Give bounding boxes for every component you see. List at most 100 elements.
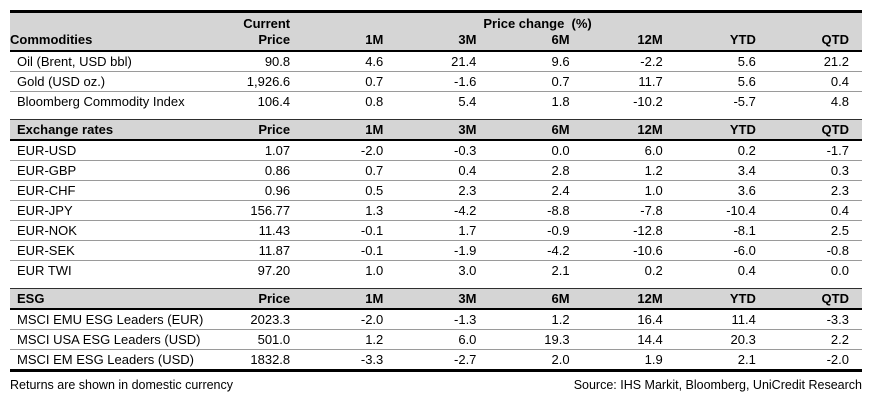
cell-value: 0.96 xyxy=(210,180,304,201)
column-header-3m: 3M xyxy=(396,119,490,141)
column-header-12m: 12M xyxy=(582,119,676,141)
column-header-12m: 12M xyxy=(582,288,676,310)
cell-value: 1.0 xyxy=(303,260,397,280)
header-spacer xyxy=(10,11,210,31)
table-row: Gold (USD oz.) 1,926.6 0.7 -1.6 0.7 11.7 5.6 0.… xyxy=(10,71,862,92)
esg-table: ESG Price 1M 3M 6M 12M YTD QTD MSCI EMU … xyxy=(10,288,862,372)
column-header-12m: 12M xyxy=(582,31,676,52)
row-label: EUR-SEK xyxy=(10,240,210,261)
cell-value: 0.4 xyxy=(768,71,862,92)
table-footer: Returns are shown in domestic currency S… xyxy=(10,378,862,392)
column-header-3m: 3M xyxy=(396,288,490,310)
cell-value: -2.2 xyxy=(582,51,676,72)
cell-value: 0.5 xyxy=(303,180,397,201)
cell-value: -0.8 xyxy=(768,240,862,261)
column-header-qtd: QTD xyxy=(768,288,862,310)
price-change-report: Current Price change (%) Commodities Pri… xyxy=(10,10,862,392)
cell-value: 1.07 xyxy=(210,140,304,161)
cell-value: 6.0 xyxy=(582,140,676,161)
column-header-1m: 1M xyxy=(303,288,397,310)
cell-value: 1832.8 xyxy=(210,349,304,371)
cell-value: -7.8 xyxy=(582,200,676,221)
cell-value: -4.2 xyxy=(489,240,583,261)
cell-value: 1.9 xyxy=(582,349,676,371)
cell-value: -10.4 xyxy=(675,200,769,221)
cell-value: 0.0 xyxy=(489,140,583,161)
column-header-price: Price xyxy=(210,288,304,310)
cell-value: -3.3 xyxy=(768,309,862,330)
table-row: MSCI EMU ESG Leaders (EUR) 2023.3 -2.0 -1.3… xyxy=(10,309,862,330)
cell-value: -1.9 xyxy=(396,240,490,261)
cell-value: 0.3 xyxy=(768,160,862,181)
row-label: EUR-GBP xyxy=(10,160,210,181)
cell-value: 0.4 xyxy=(768,200,862,221)
cell-value: 2.5 xyxy=(768,220,862,241)
column-header-price: Price xyxy=(210,119,304,141)
cell-value: 1.2 xyxy=(489,309,583,330)
footnote: Returns are shown in domestic currency xyxy=(10,378,234,392)
cell-value: 156.77 xyxy=(210,200,304,221)
table-row: EUR-USD 1.07 -2.0 -0.3 0.0 6.0 0.2 -1.7 xyxy=(10,140,862,161)
table-row: Bloomberg Commodity Index 106.4 0.8 5.4 1.8-… xyxy=(10,91,862,111)
section-title-exchange-rates: Exchange rates xyxy=(10,119,210,141)
row-label: Bloomberg Commodity Index xyxy=(10,91,210,111)
cell-value: 0.7 xyxy=(303,71,397,92)
cell-value: 0.8 xyxy=(303,91,397,111)
cell-value: 2.0 xyxy=(489,349,583,371)
cell-value: 2.4 xyxy=(489,180,583,201)
cell-value: -0.1 xyxy=(303,220,397,241)
cell-value: 97.20 xyxy=(210,260,304,280)
cell-value: -0.3 xyxy=(396,140,490,161)
column-header-1m: 1M xyxy=(303,31,397,52)
cell-value: 19.3 xyxy=(489,329,583,350)
section-title-commodities: Commodities xyxy=(10,31,210,52)
cell-value: -2.0 xyxy=(303,140,397,161)
cell-value: 0.2 xyxy=(675,140,769,161)
cell-value: 11.4 xyxy=(675,309,769,330)
cell-value: 0.2 xyxy=(582,260,676,280)
table-row: MSCI EM ESG Leaders (USD) 1832.8 -3.3 -2.7 2… xyxy=(10,349,862,371)
section-title-esg: ESG xyxy=(10,288,210,310)
row-label: EUR-CHF xyxy=(10,180,210,201)
cell-value: -12.8 xyxy=(582,220,676,241)
cell-value: 1.2 xyxy=(582,160,676,181)
cell-value: 0.0 xyxy=(768,260,862,280)
cell-value: 2.2 xyxy=(768,329,862,350)
column-header-ytd: YTD xyxy=(675,119,769,141)
row-label: EUR-USD xyxy=(10,140,210,161)
cell-value: -10.6 xyxy=(582,240,676,261)
table-row: EUR-SEK 11.87 -0.1 -1.9 -4.2 -10.6 -6.0 -0.8 xyxy=(10,240,862,261)
cell-value: 501.0 xyxy=(210,329,304,350)
column-header-6m: 6M xyxy=(489,288,583,310)
column-header-1m: 1M xyxy=(303,119,397,141)
column-header-ytd: YTD xyxy=(675,288,769,310)
cell-value: 0.4 xyxy=(396,160,490,181)
cell-value: -10.2 xyxy=(582,91,676,111)
column-header-row: Exchange rates Price 1M 3M 6M 12M YTD QT… xyxy=(10,119,862,141)
cell-value: 3.4 xyxy=(675,160,769,181)
cell-value: 5.6 xyxy=(675,51,769,72)
cell-value: 1,926.6 xyxy=(210,71,304,92)
table-row: EUR-CHF 0.96 0.5 2.3 2.4 1.0 3.6 2.3 xyxy=(10,180,862,201)
row-label: Gold (USD oz.) xyxy=(10,71,210,92)
column-header-qtd: QTD xyxy=(768,119,862,141)
cell-value: 2023.3 xyxy=(210,309,304,330)
row-label: EUR-JPY xyxy=(10,200,210,221)
cell-value: -1.6 xyxy=(396,71,490,92)
row-label: EUR-NOK xyxy=(10,220,210,241)
cell-value: 5.4 xyxy=(396,91,490,111)
cell-value: 0.4 xyxy=(675,260,769,280)
row-label: MSCI EM ESG Leaders (USD) xyxy=(10,349,210,371)
table-row: EUR-JPY 156.77 1.3 -4.2 -8.8 -7.8 -10.4 0.4 xyxy=(10,200,862,221)
cell-value: 2.1 xyxy=(489,260,583,280)
commodities-table: Current Price change (%) Commodities Pri… xyxy=(10,10,862,111)
cell-value: 1.8 xyxy=(489,91,583,111)
cell-value: 2.3 xyxy=(768,180,862,201)
column-header-3m: 3M xyxy=(396,31,490,52)
cell-value: 4.8 xyxy=(768,91,862,111)
cell-value: -2.7 xyxy=(396,349,490,371)
row-label: EUR TWI xyxy=(10,260,210,280)
cell-value: -1.3 xyxy=(396,309,490,330)
cell-value: 106.4 xyxy=(210,91,304,111)
column-header-6m: 6M xyxy=(489,31,583,52)
